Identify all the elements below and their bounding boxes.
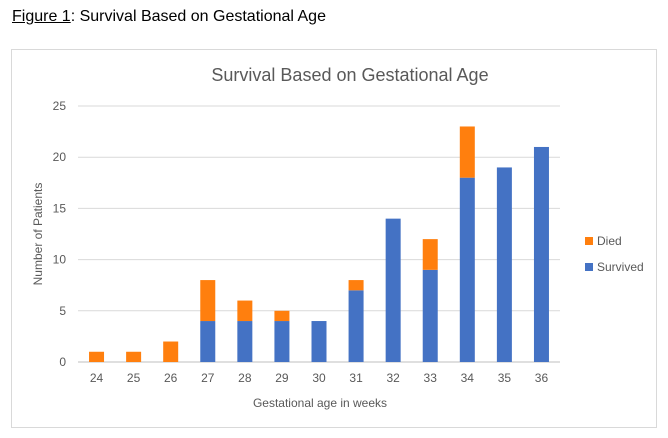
bar-survived-31 [348,290,364,362]
x-tick-label: 35 [498,371,512,385]
x-tick-label: 32 [386,371,400,385]
x-tick-label: 28 [238,371,252,385]
bar-survived-29 [274,321,290,362]
bars [89,126,549,362]
figure-caption-text: : Survival Based on Gestational Age [70,8,326,25]
bar-died-28 [237,300,253,322]
bar-survived-28 [237,321,253,362]
bar-died-26 [163,341,179,362]
x-tick-label: 34 [461,371,475,385]
y-tick-label: 0 [59,355,66,369]
chart-area [11,49,657,428]
bar-survived-33 [422,269,438,362]
x-tick-label: 30 [312,371,326,385]
figure-caption: Figure 1: Survival Based on Gestational … [12,8,326,26]
x-tick-label: 31 [349,371,363,385]
bar-survived-32 [385,218,401,362]
legend-label-died: Died [597,234,622,248]
x-tick-label: 29 [275,371,289,385]
bar-died-34 [459,126,475,178]
x-tick-labels: 24 25 26 27 28 29 30 31 32 33 34 35 36 [90,371,549,385]
bar-survived-36 [533,146,549,362]
bar-survived-30 [311,321,327,362]
y-tick-labels: 0 5 10 15 20 25 [53,99,67,369]
x-axis-label: Gestational age in weeks [253,396,387,410]
bar-died-33 [422,239,438,270]
y-axis-label: Number of Patients [31,183,45,286]
legend-swatch-died [585,237,593,245]
legend-swatch-survived [585,263,593,271]
bar-survived-27 [200,321,216,362]
legend: Died Survived [585,234,644,274]
bar-survived-34 [459,177,475,362]
x-tick-label: 25 [127,371,141,385]
y-tick-label: 5 [59,304,66,318]
y-tick-label: 20 [53,150,67,164]
x-tick-label: 36 [535,371,549,385]
y-tick-label: 10 [53,253,67,267]
y-tick-label: 15 [53,201,67,215]
chart-title: Survival Based on Gestational Age [211,65,488,85]
bar-died-27 [200,280,216,322]
gridlines [78,105,560,363]
x-tick-label: 33 [424,371,438,385]
x-tick-label: 26 [164,371,178,385]
bar-died-25 [126,351,142,362]
legend-label-survived: Survived [597,260,644,274]
x-tick-label: 24 [90,371,104,385]
bar-died-24 [89,351,105,362]
bar-died-29 [274,310,290,322]
y-tick-label: 25 [53,99,67,113]
figure-label: Figure 1 [12,8,71,25]
x-tick-label: 27 [201,371,215,385]
bar-survived-35 [496,167,512,362]
bar-died-31 [348,280,364,291]
